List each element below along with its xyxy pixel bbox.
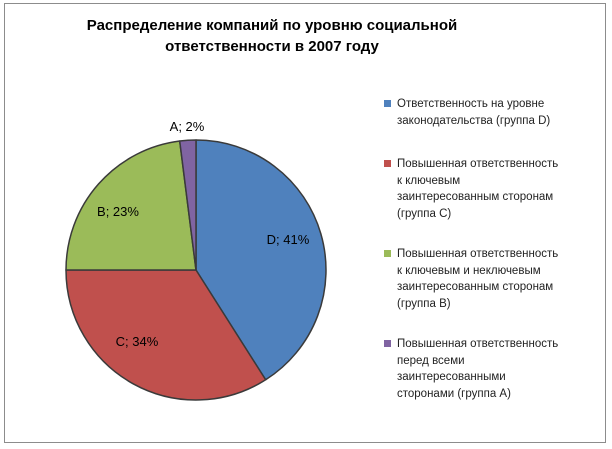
legend-text-line: (группа С) xyxy=(397,207,452,220)
pie-slice-2 xyxy=(65,269,267,401)
legend-swatch xyxy=(384,160,391,167)
legend-text-line: Повышенная ответственность xyxy=(397,158,559,170)
pie-slice-4 xyxy=(178,139,197,271)
legend-text-line: Повышенная ответственность xyxy=(397,248,559,260)
legend: Ответственность на уровне законодательств… xyxy=(384,96,594,402)
legend-text-line: заинтересованным сторонам xyxy=(397,281,554,293)
legend-item-2: Повышенная ответственность к ключевым заин… xyxy=(384,156,594,222)
legend-text-line: Повышенная ответственность xyxy=(397,338,559,350)
legend-item-3: Повышенная ответственность к ключевым и н… xyxy=(384,246,594,312)
chart-title-line-1: Распределение компаний по уровню социаль… xyxy=(86,17,458,34)
legend-swatch xyxy=(384,340,391,347)
legend-text-line: перед всеми xyxy=(397,354,465,367)
slice-label-3: B; 23% xyxy=(97,204,139,219)
legend-item-4: Повышенная ответственность перед всеми заи… xyxy=(384,336,594,402)
chart-title: Распределение компаний по уровню социаль… xyxy=(70,15,474,57)
slice-label-2: C; 34% xyxy=(116,334,159,349)
legend-text-line: (группа В) xyxy=(397,297,451,310)
slice-label-1: D; 41% xyxy=(267,232,310,247)
slice-label-4: A; 2% xyxy=(170,119,205,134)
legend-text-line: Ответственность на уровне xyxy=(397,98,545,110)
legend-text-line: к ключевым xyxy=(397,174,461,187)
legend-swatch xyxy=(384,250,391,257)
chart-title-line-2: ответственности в 2007 году xyxy=(165,38,379,55)
legend-text-line: сторонами (группа А) xyxy=(397,387,511,400)
pie-slice-3 xyxy=(65,140,197,271)
legend-text-line: заинтересованным сторонам xyxy=(397,191,554,203)
legend-swatch xyxy=(384,100,391,107)
legend-item-1: Ответственность на уровне законодательств… xyxy=(384,96,594,129)
legend-text-line: законодательства (группа D) xyxy=(397,114,551,127)
legend-text-line: заинтересованными xyxy=(397,371,506,383)
legend-text-line: к ключевым и неключевым xyxy=(397,264,541,277)
